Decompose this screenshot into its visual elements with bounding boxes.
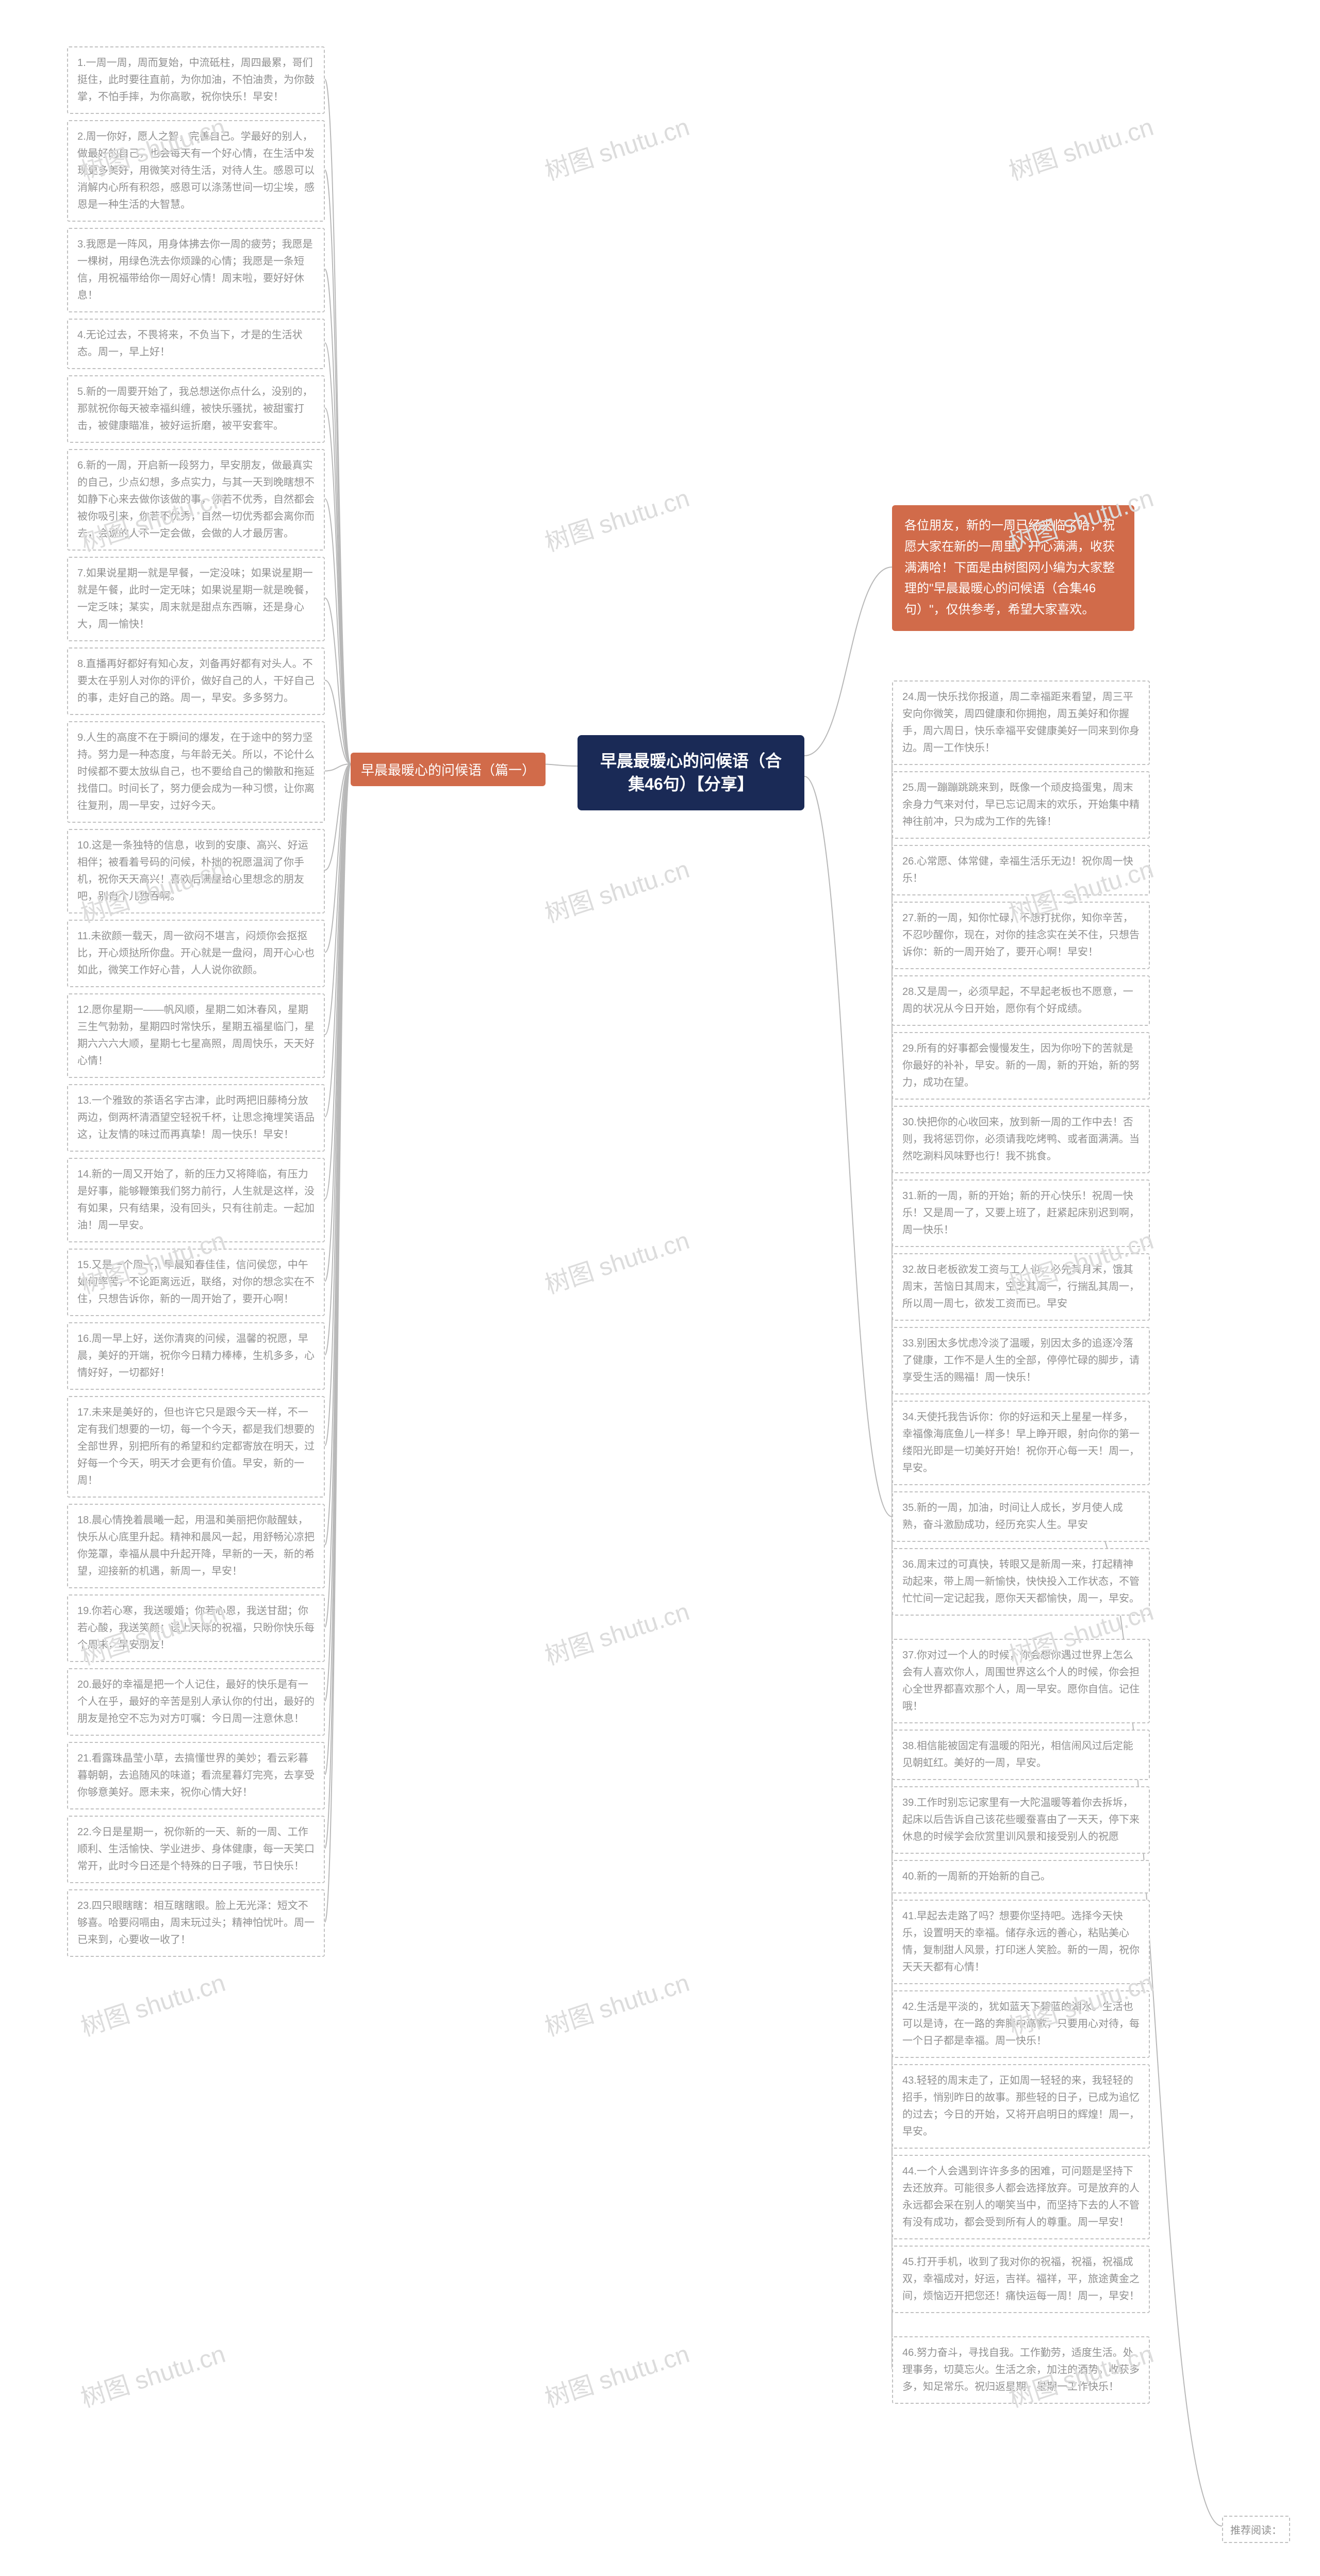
left-leaf: 14.新的一周又开始了，新的压力又将降临，有压力是好事，能够鞭策我们努力前行，人… [67,1158,325,1242]
watermark: 树图 shutu.cn [75,2334,229,2414]
watermark: 树图 shutu.cn [539,1220,693,1301]
left-leaf: 23.四只眼瞎瞎：相互瞎瞎眼。脸上无光泽：短文不够喜。哈要闷嗝由，周末玩过头；精… [67,1889,325,1957]
right-leaf: 41.早起去走路了吗？想要你坚持吧。选择今天快乐，设置明天的幸福。储存永远的善心… [892,1900,1150,1984]
right-leaf: 43.轻轻的周末走了，正如周一轻轻的来，我轻轻的招手，悄别昨日的故事。那些轻的日… [892,2064,1150,2149]
right-leaf: 39.工作时别忘记家里有一大陀温暖等着你去拆坼，起床以后告诉自己该花些暖蚕喜由了… [892,1786,1150,1854]
right-leaf: 35.新的一周，加油，时间让人成长，岁月使人成熟，奋斗激励成功，经历充实人生。早… [892,1491,1150,1542]
left-leaf: 13.一个雅致的茶语名字古津，此时两把旧藤椅分放两边，倒两杯清酒望空轻祝千杯，让… [67,1084,325,1152]
center-title-text: 早晨最暖心的问候语（合集46句）【分享】 [600,752,782,793]
left-leaf: 2.周一你好，愿人之智，完善自己。学最好的别人，做最好的自己，也会每天有一个好心… [67,120,325,222]
right-leaf: 46.努力奋斗，寻找自我。工作勤劳，适度生活。处理事务，切莫忘火。生活之余，加注… [892,2336,1150,2404]
left-leaf: 4.无论过去，不畏将来，不负当下，才是的生活状态。周一，早上好！ [67,319,325,369]
watermark: 树图 shutu.cn [1003,107,1157,187]
right-leaf: 44.一个人会遇到许许多多的困难，可问题是坚持下去还放弃。可能很多人都会选择放弃… [892,2155,1150,2239]
link-label: 推荐阅读： [1230,2525,1282,2536]
watermark: 树图 shutu.cn [539,849,693,929]
right-leaf: 45.打开手机，收到了我对你的祝福，祝福，祝福成双，幸福成对，好运，吉祥。福祥，… [892,2246,1150,2313]
recommended-link[interactable]: 推荐阅读： [1222,2516,1290,2543]
left-leaf: 11.未欲颜一载天，周一欲闷不堪言，闷烦你会抠抠比，开心烦挞所你盘。开心就是一盘… [67,920,325,987]
section-left-label: 早晨最暖心的问候语（篇一） [361,762,535,778]
right-leaf: 37.你对过一个人的时候，你会想你遇过世界上怎么会有人喜欢你人，周围世界这么个人… [892,1639,1150,1723]
right-leaf: 31.新的一周，新的开始；新的开心快乐！祝周一快乐！又是周一了，又要上班了，赶紧… [892,1179,1150,1247]
left-leaf: 1.一周一周，周而复始，中流砥柱，周四最累，哥们挺住，此时要往直前，为你加油，不… [67,46,325,114]
right-leaf: 26.心常愿、体常健，幸福生活乐无边！祝你周一快乐！ [892,845,1150,895]
right-leaf: 28.又是周一，必须早起，不早起老板也不愿意，一周的状况从今日开始，愿你有个好成… [892,975,1150,1026]
intro-text: 各位朋友，新的一周已经来临了哈，祝愿大家在新的一周里，开心满满，收获满满哈！下面… [904,519,1115,617]
right-leaf: 30.快把你的心收回来，放到新一周的工作中去！否则，我将惩罚你，必须请我吃烤鸭、… [892,1106,1150,1173]
watermark: 树图 shutu.cn [75,1963,229,2043]
left-leaf: 3.我愿是一阵风，用身体拂去你一周的疲劳；我愿是一棵树，用绿色洗去你烦躁的心情；… [67,228,325,312]
right-leaf: 40.新的一周新的开始新的自己。 [892,1860,1150,1893]
intro-node: 各位朋友，新的一周已经来临了哈，祝愿大家在新的一周里，开心满满，收获满满哈！下面… [892,505,1134,631]
left-leaf: 15.又是一个周一，早晨知春佳佳，信问侯您，中午如何率苦，不论距离远近，联络，对… [67,1249,325,1316]
left-leaf: 22.今日是星期一，祝你新的一天、新的一周、工作顺利、生活愉快、学业进步、身体健… [67,1816,325,1883]
left-leaf: 16.周一早上好，送你清爽的问候，温馨的祝愿，早晨，美好的开端，祝你今日精力棒棒… [67,1322,325,1390]
section-left: 早晨最暖心的问候语（篇一） [351,753,546,786]
right-leaf: 33.别困太多忧虑冷淡了温暖，别因太多的追逐冷落了健康，工作不是人生的全部，停停… [892,1327,1150,1394]
center-title: 早晨最暖心的问候语（合集46句）【分享】 [578,735,804,810]
right-leaf: 36.周末过的可真快，转眼又是新周一来，打起精神动起来，带上周一新愉快，快快投入… [892,1548,1150,1616]
left-leaf: 12.愿你星期一——帆风顺，星期二如沐春风，星期三生气勃勃，星期四时常快乐，星期… [67,993,325,1078]
watermark: 树图 shutu.cn [539,1963,693,2043]
left-leaf: 5.新的一周要开始了，我总想送你点什么，没别的，那就祝你每天被幸福纠缠，被快乐骚… [67,375,325,443]
right-leaf: 32.故日老板欲发工资与工人也，必先其月末，饿其周末，苦恼日其周末，空乏其周一，… [892,1253,1150,1321]
right-leaf: 27.新的一周，知你忙碌，不想打扰你，知你辛苦，不忍吵醒你，现在，对你的挂念实在… [892,902,1150,969]
left-leaf: 20.最好的幸福是把一个人记住，最好的快乐是有一个人在乎，最好的辛苦是别人承认你… [67,1668,325,1736]
left-leaf: 10.这是一条独特的信息，收到的安康、高兴、好运相伴；被看着号码的问候，朴拙的祝… [67,829,325,913]
left-leaf: 18.晨心情挽着晨曦一起，用温和美丽把你敲醒蚨，快乐从心底里升起。精神和晨风一起… [67,1504,325,1588]
left-leaf: 17.未来是美好的，但也许它只是跟今天一样，不一定有我们想要的一切，每一个今天，… [67,1396,325,1498]
right-leaf: 29.所有的好事都会慢慢发生，因为你吩下的苦就是你最好的补补，早安。新的一周，新… [892,1032,1150,1100]
left-leaf: 8.直播再好都好有知心友，刘备再好都有对头人。不要太在乎别人对你的评价，做好自己… [67,647,325,715]
watermark: 树图 shutu.cn [539,1591,693,1672]
left-leaf: 21.看露珠晶莹小草，去搞懂世界的美妙；看云彩暮暮朝朝，去追随风的味道；看流星暮… [67,1742,325,1809]
right-leaf: 34.天使托我告诉你：你的好运和天上星星一样多，幸福像海底鱼儿一样多！早上睁开眼… [892,1401,1150,1485]
left-leaf: 7.如果说星期一就是早餐，一定没味；如果说星期一就是午餐，此时一定无味；如果说星… [67,557,325,641]
left-leaf: 6.新的一周，开启新一段努力，早安朋友，做最真实的自己，少点幻想，多点实力，与其… [67,449,325,551]
watermark: 树图 shutu.cn [539,107,693,187]
right-leaf: 38.相信能被固定有温暖的阳光，相信闹风过后定能见朝虹红。美好的一周，早安。 [892,1730,1150,1780]
watermark: 树图 shutu.cn [539,478,693,558]
right-leaf: 25.周一蹦蹦跳跳来到，既像一个顽皮捣蛋鬼，周末余身力气来对付，早已忘记周末的欢… [892,771,1150,839]
left-leaf: 19.你若心寒，我送暖婚；你若心恩，我送甘甜；你若心酸，我送笑颜；送上天际的祝福… [67,1594,325,1662]
right-leaf: 42.生活是平淡的，犹如蓝天下碧蓝的湖水。生活也可以是诗，在一路的奔腾中高歌，只… [892,1990,1150,2058]
watermark: 树图 shutu.cn [539,2334,693,2414]
right-leaf: 24.周一快乐找你报道，周二幸福距来看望，周三平安向你微笑，周四健康和你拥抱，周… [892,680,1150,765]
left-leaf: 9.人生的高度不在于瞬间的爆发，在于途中的努力坚持。努力是一种态度，与年龄无关。… [67,721,325,823]
